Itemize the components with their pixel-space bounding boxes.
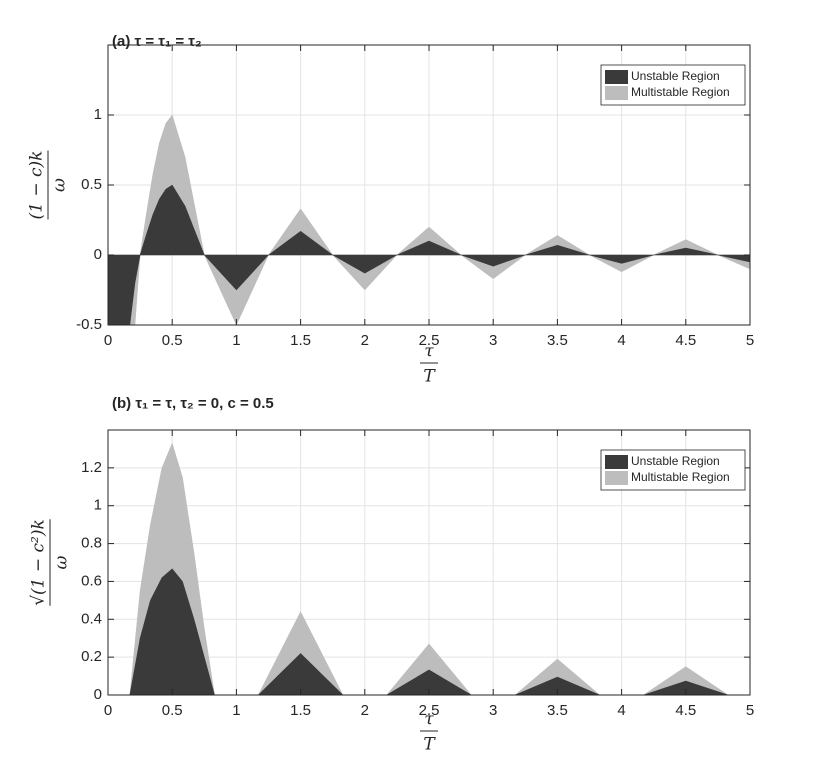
y-label-denominator: ω <box>50 178 70 192</box>
x-tick-label: 2.5 <box>419 702 440 719</box>
x-tick-label: 0 <box>104 332 112 349</box>
legend-swatch <box>605 455 628 469</box>
x-tick-label: 2 <box>361 332 369 349</box>
y-label-denominator: ω <box>52 555 72 569</box>
y-label: (1 − c)k ω <box>27 150 70 220</box>
x-tick-label: 4 <box>617 702 625 719</box>
y-label: √(1 − c²)k ω <box>29 519 72 606</box>
legend-label: Multistable Region <box>631 470 730 484</box>
x-tick-label: 3 <box>489 332 497 349</box>
x-tick-label: 3.5 <box>547 702 568 719</box>
area <box>108 568 750 695</box>
legend-label: Unstable Region <box>631 69 720 83</box>
legend-swatch <box>605 86 628 100</box>
x-tick-label: 2 <box>361 702 369 719</box>
y-tick-label: 0 <box>94 246 102 263</box>
x-tick-label: 1.5 <box>290 702 311 719</box>
x-tick-label: 4.5 <box>675 332 696 349</box>
plot-marks <box>108 442 750 695</box>
legend-swatch <box>605 70 628 84</box>
x-tick-label: 0 <box>104 702 112 719</box>
y-label-numerator: √(1 − c²)k <box>29 519 49 606</box>
chart-title: (a) τ = τ₁ = τ₂ <box>112 33 202 50</box>
y-tick-label: -0.5 <box>76 316 102 333</box>
y-tick-label: 0.4 <box>81 610 102 627</box>
legend-label: Multistable Region <box>631 85 730 99</box>
x-tick-label: 1.5 <box>290 332 311 349</box>
x-tick-label: 1 <box>232 332 240 349</box>
x-tick-label: 0.5 <box>162 702 183 719</box>
x-tick-label: 1 <box>232 702 240 719</box>
y-tick-label: 0.5 <box>81 176 102 193</box>
y-tick-label: 0.6 <box>81 572 102 589</box>
y-tick-label: 1 <box>94 497 102 514</box>
x-tick-label: 2.5 <box>419 332 440 349</box>
x-tick-label: 4 <box>617 332 625 349</box>
x-tick-label: 4.5 <box>675 702 696 719</box>
y-tick-label: 0.2 <box>81 648 102 665</box>
y-tick-label: 0 <box>94 686 102 703</box>
y-tick-label: 1.2 <box>81 459 102 476</box>
x-tick-label: 3.5 <box>547 332 568 349</box>
x-label-numerator: τ <box>424 342 434 362</box>
y-label-numerator: (1 − c)k <box>27 151 47 220</box>
x-tick-label: 5 <box>746 332 754 349</box>
x-label-denominator: T <box>423 735 436 755</box>
x-label-denominator: T <box>423 367 436 387</box>
legend-label: Unstable Region <box>631 454 720 468</box>
x-tick-label: 3 <box>489 702 497 719</box>
x-tick-label: 5 <box>746 702 754 719</box>
plot-marks <box>108 114 750 325</box>
y-tick-label: 0.8 <box>81 535 102 552</box>
x-label-numerator: τ <box>424 710 434 730</box>
y-tick-label: 1 <box>94 106 102 123</box>
x-tick-label: 0.5 <box>162 332 183 349</box>
chart-title: (b) τ₁ = τ, τ₂ = 0, c = 0.5 <box>112 395 274 412</box>
legend-swatch <box>605 471 628 485</box>
area <box>108 184 750 325</box>
